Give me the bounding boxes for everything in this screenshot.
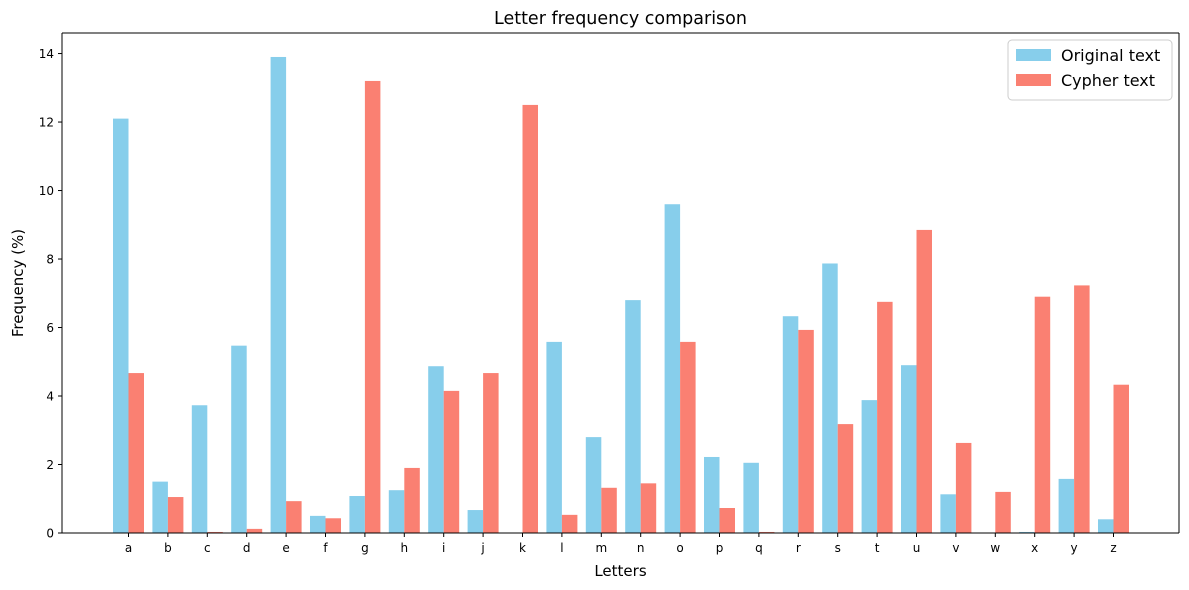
bar-original-j bbox=[467, 510, 484, 533]
x-tick-label: w bbox=[990, 541, 1000, 555]
bar-original-e bbox=[270, 56, 287, 533]
x-tick-label: r bbox=[796, 541, 801, 555]
bar-original-g bbox=[349, 496, 365, 533]
bar-cypher-h bbox=[404, 467, 420, 533]
x-tick-label: u bbox=[913, 541, 921, 555]
x-tick-label: y bbox=[1071, 541, 1078, 555]
x-tick-label: q bbox=[755, 541, 763, 555]
bar-cypher-o bbox=[680, 341, 696, 533]
bar-original-y bbox=[1058, 478, 1075, 533]
bar-original-p bbox=[704, 456, 720, 533]
x-tick-label: k bbox=[519, 541, 526, 555]
bar-original-x bbox=[1019, 531, 1035, 533]
bar-cypher-t bbox=[877, 301, 893, 533]
bar-cypher-f bbox=[325, 518, 341, 533]
x-tick-group: a b c d e f g h i j k l m n o p q r s t u v w x y z bbox=[125, 533, 1117, 555]
legend-swatch-cypher bbox=[1016, 74, 1051, 86]
x-tick-label: t bbox=[875, 541, 880, 555]
bar-cypher-l bbox=[561, 514, 578, 533]
x-tick-label: c bbox=[204, 541, 211, 555]
bar-cypher-b bbox=[167, 497, 184, 533]
bar-original-z bbox=[1098, 519, 1114, 533]
bar-original-q bbox=[743, 462, 759, 533]
bar-cypher-a bbox=[128, 373, 144, 533]
x-tick-label: m bbox=[595, 541, 607, 555]
legend-swatch-original bbox=[1016, 49, 1051, 61]
bar-original-t bbox=[861, 400, 878, 533]
bar-original-h bbox=[388, 490, 405, 533]
x-tick-label: a bbox=[125, 541, 132, 555]
x-tick-label: v bbox=[952, 541, 959, 555]
x-tick-label: n bbox=[637, 541, 645, 555]
bar-original-r bbox=[782, 316, 799, 533]
chart-title: Letter frequency comparison bbox=[494, 9, 747, 29]
bar-cypher-j bbox=[483, 373, 499, 533]
bar-original-b bbox=[152, 481, 168, 533]
x-tick-label: e bbox=[282, 541, 289, 555]
y-tick-label: 2 bbox=[46, 458, 54, 472]
bar-original-s bbox=[822, 263, 838, 533]
bar-cypher-w bbox=[995, 491, 1011, 533]
y-tick-label: 14 bbox=[39, 47, 54, 61]
bar-cypher-z bbox=[1113, 384, 1129, 533]
bar-original-d bbox=[231, 345, 247, 533]
x-tick-label: g bbox=[361, 541, 369, 555]
x-tick-label: o bbox=[676, 541, 683, 555]
bar-original-a bbox=[113, 118, 129, 534]
bar-cypher-d bbox=[246, 528, 263, 533]
bar-cypher-q bbox=[758, 531, 775, 533]
y-axis-title: Frequency (%) bbox=[9, 229, 27, 337]
bar-original-f bbox=[310, 515, 326, 533]
legend: Original text Cypher text bbox=[1007, 39, 1173, 101]
x-tick-label: d bbox=[243, 541, 251, 555]
x-tick-label: l bbox=[560, 541, 563, 555]
bar-original-v bbox=[940, 494, 956, 533]
bar-cypher-s bbox=[837, 424, 854, 533]
bar-original-o bbox=[664, 204, 681, 534]
bar-cypher-i bbox=[443, 390, 460, 533]
y-tick-label: 6 bbox=[46, 321, 54, 335]
y-tick-group: 0 2 4 6 8 10 12 14 bbox=[39, 47, 62, 541]
bar-cypher-y bbox=[1074, 285, 1090, 533]
bar-original-c bbox=[191, 405, 208, 533]
axes-group bbox=[61, 32, 1180, 534]
bar-cypher-p bbox=[719, 508, 735, 533]
bar-cypher-c bbox=[207, 531, 223, 533]
y-tick-label: 8 bbox=[46, 253, 54, 267]
bar-original-m bbox=[585, 437, 602, 533]
x-tick-label: i bbox=[442, 541, 445, 555]
y-tick-label: 12 bbox=[39, 116, 54, 130]
bar-original-n bbox=[625, 300, 641, 533]
x-tick-label: p bbox=[716, 541, 724, 555]
bar-cypher-e bbox=[286, 501, 302, 533]
bar-cypher-k bbox=[522, 104, 538, 534]
x-axis-title: Letters bbox=[594, 562, 646, 580]
bar-cypher-m bbox=[601, 487, 617, 533]
bar-cypher-x bbox=[1034, 296, 1051, 533]
bar-cypher-u bbox=[916, 229, 932, 534]
bar-original-i bbox=[428, 366, 444, 533]
bar-cypher-r bbox=[798, 329, 814, 533]
x-tick-label: x bbox=[1031, 541, 1038, 555]
x-tick-label: j bbox=[480, 541, 484, 555]
y-tick-label: 0 bbox=[46, 527, 54, 541]
x-tick-label: f bbox=[323, 541, 328, 555]
bar-original-u bbox=[901, 365, 917, 533]
bar-cypher-g bbox=[364, 80, 381, 533]
bar-original-l bbox=[546, 341, 562, 533]
y-tick-label: 10 bbox=[39, 184, 54, 198]
legend-label-cypher: Cypher text bbox=[1061, 71, 1155, 90]
y-tick-label: 4 bbox=[46, 390, 54, 404]
x-tick-label: z bbox=[1110, 541, 1116, 555]
bars-group bbox=[113, 56, 1129, 534]
x-tick-label: b bbox=[164, 541, 172, 555]
bar-cypher-v bbox=[955, 442, 972, 533]
legend-label-original: Original text bbox=[1061, 46, 1160, 65]
bar-cypher-n bbox=[640, 483, 657, 533]
x-tick-label: h bbox=[400, 541, 408, 555]
x-tick-label: s bbox=[835, 541, 841, 555]
